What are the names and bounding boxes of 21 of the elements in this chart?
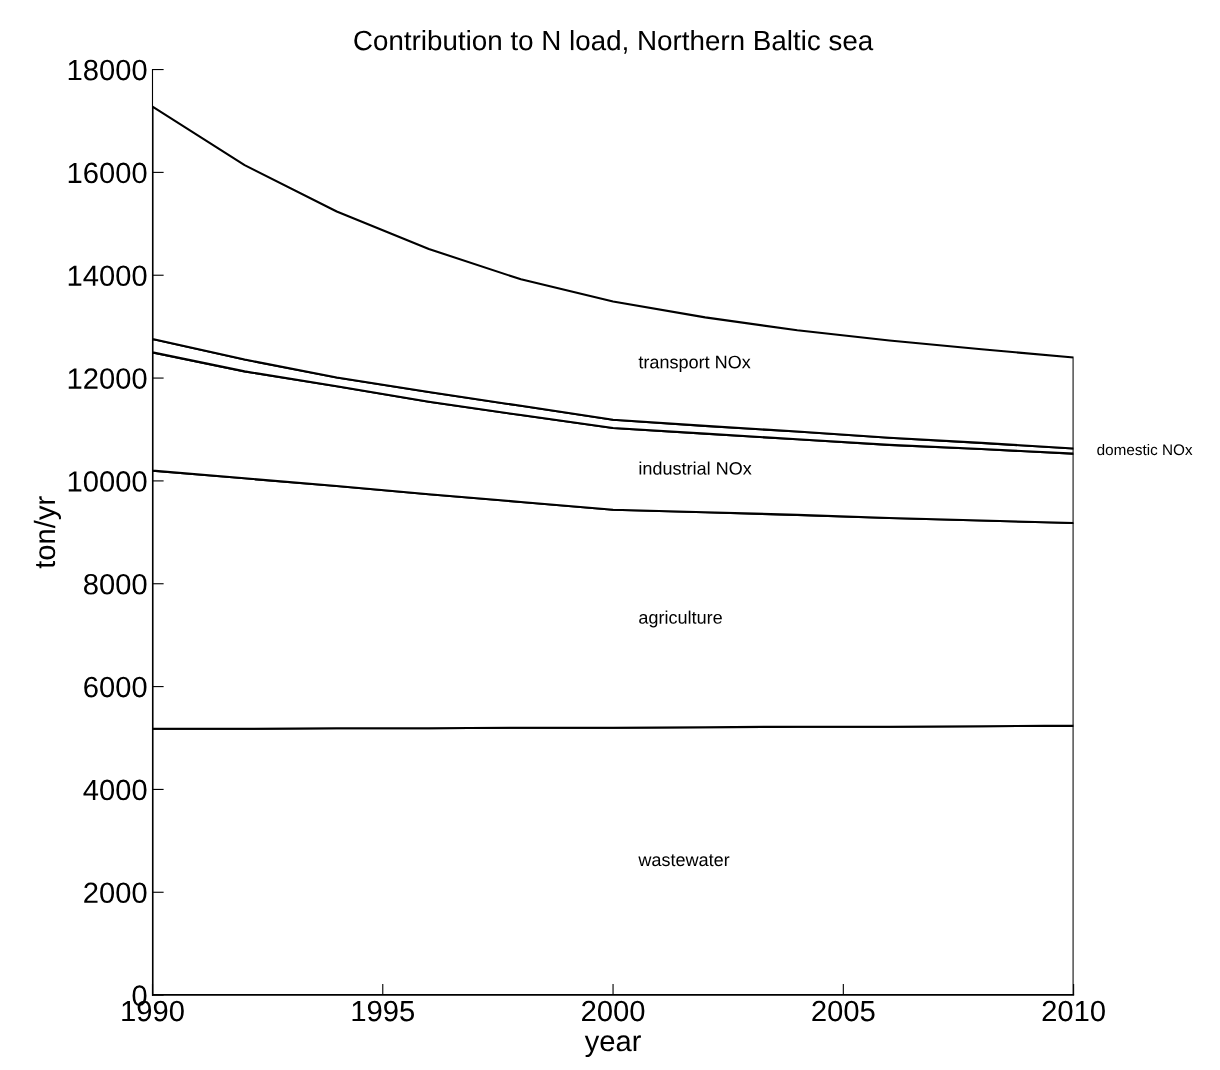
x-tick-label: 2005 xyxy=(812,1000,875,1022)
x-tick-label: 2010 xyxy=(1042,1000,1105,1022)
series-label: industrial NOx xyxy=(639,461,752,475)
y-tick-label: 10000 xyxy=(68,471,147,492)
y-tick-label: 12000 xyxy=(68,368,147,389)
y-tick-label: 18000 xyxy=(68,59,147,81)
y-tick-label: 8000 xyxy=(84,573,147,595)
series-label: wastewater xyxy=(638,854,730,867)
y-tick-label: 16000 xyxy=(68,162,147,184)
y-axis-title: ton/yr xyxy=(33,496,61,569)
x-tick-label: 2000 xyxy=(582,1000,645,1022)
y-tick-label: 2000 xyxy=(84,882,147,904)
y-tick-label: 4000 xyxy=(83,779,147,801)
series-label: domestic NOx xyxy=(1097,443,1193,456)
x-tick-label: 1995 xyxy=(352,1000,414,1022)
y-tick-label: 14000 xyxy=(68,265,147,287)
x-axis-title: year xyxy=(584,1035,641,1058)
chart-title: Contribution to N load, Northern Baltic sea xyxy=(354,29,874,54)
y-tick-label: 6000 xyxy=(84,676,147,698)
series-label: agriculture xyxy=(639,610,722,628)
series-label: transport NOx xyxy=(638,355,751,373)
